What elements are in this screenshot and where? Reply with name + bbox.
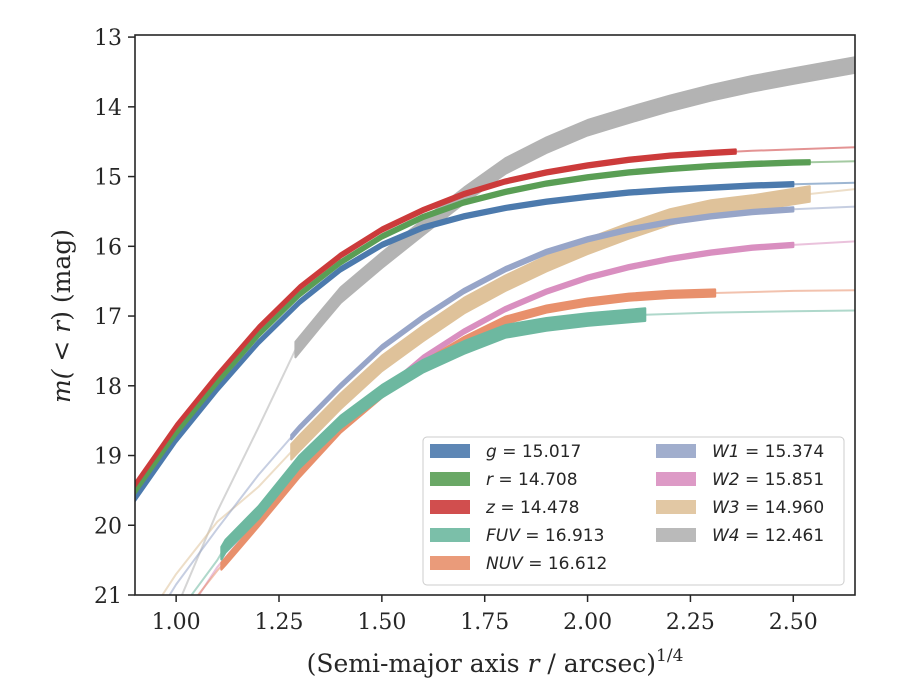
series-w4-measured-band bbox=[294, 56, 855, 359]
legend-label-fuv: FUV = 16.913 bbox=[486, 526, 604, 546]
legend-swatch-w1 bbox=[656, 444, 696, 458]
x-tick-label: 2.25 bbox=[666, 610, 715, 635]
y-tick-label: 15 bbox=[94, 166, 122, 191]
legend-swatch-z bbox=[430, 500, 470, 514]
x-tick-label: 1.00 bbox=[152, 610, 201, 635]
legend-label-w1: W1 = 15.374 bbox=[712, 442, 824, 462]
legend-label-w4: W4 = 12.461 bbox=[712, 526, 824, 546]
legend-swatch-w4 bbox=[656, 528, 696, 542]
y-tick-label: 14 bbox=[94, 96, 122, 121]
series-w4 bbox=[180, 56, 855, 595]
series-z bbox=[135, 146, 855, 488]
legend-entry-w4: W4 = 12.461 bbox=[656, 526, 824, 546]
legend: g = 15.017 r = 14.708 z = 14.478 FUV = 16.9… bbox=[422, 436, 845, 586]
y-tick-label: 18 bbox=[94, 375, 122, 400]
series-g bbox=[135, 181, 855, 502]
y-tick-label: 20 bbox=[94, 514, 122, 539]
legend-entry-w1: W1 = 15.374 bbox=[656, 442, 824, 462]
series-fuv-measured-band bbox=[220, 307, 647, 561]
legend-swatch-fuv bbox=[430, 528, 470, 542]
legend-label-z: z = 14.478 bbox=[485, 498, 579, 518]
x-tick-label: 1.50 bbox=[357, 610, 406, 635]
x-tick-label: 1.75 bbox=[460, 610, 509, 635]
legend-swatch-r bbox=[430, 472, 470, 486]
legend-entry-r: r = 14.708 bbox=[430, 470, 578, 490]
x-tick-label: 2.00 bbox=[563, 610, 612, 635]
legend-entry-z: z = 14.478 bbox=[430, 498, 579, 518]
y-tick-label: 13 bbox=[94, 26, 122, 51]
legend-entry-w3: W3 = 14.960 bbox=[656, 498, 824, 518]
x-tick-label: 2.50 bbox=[769, 610, 818, 635]
y-axis-ticks: 13 14 15 16 17 18 19 20 21 bbox=[94, 26, 135, 609]
legend-swatch-nuv bbox=[430, 556, 470, 570]
y-tick-label: 21 bbox=[94, 584, 122, 609]
legend-frame bbox=[422, 436, 845, 586]
x-axis-title: (Semi-major axis r / arcsec)1/4 bbox=[307, 646, 684, 678]
legend-label-w2: W2 = 15.851 bbox=[712, 470, 824, 490]
plot-frame bbox=[134, 34, 856, 596]
y-tick-label: 16 bbox=[94, 235, 122, 260]
y-tick-label: 19 bbox=[94, 445, 122, 470]
series-w4-model-line bbox=[180, 64, 855, 595]
x-axis-ticks: 1.00 1.25 1.50 1.75 2.00 2.25 2.50 bbox=[152, 595, 818, 635]
series-fuv bbox=[190, 307, 855, 595]
y-axis-title: m( < r) (mag) bbox=[47, 229, 76, 403]
legend-entry-fuv: FUV = 16.913 bbox=[430, 526, 604, 546]
legend-label-r: r = 14.708 bbox=[486, 470, 578, 490]
legend-entry-g: g = 15.017 bbox=[430, 442, 581, 462]
legend-label-w3: W3 = 14.960 bbox=[712, 498, 824, 518]
legend-label-g: g = 15.017 bbox=[486, 442, 581, 462]
growth-curves bbox=[135, 56, 855, 595]
legend-label-nuv: NUV = 16.612 bbox=[486, 554, 607, 574]
series-z-measured-band bbox=[135, 148, 737, 488]
legend-swatch-w3 bbox=[656, 500, 696, 514]
y-tick-label: 17 bbox=[94, 305, 122, 330]
x-tick-label: 1.25 bbox=[255, 610, 304, 635]
legend-swatch-g bbox=[430, 444, 470, 458]
legend-entry-nuv: NUV = 16.612 bbox=[430, 554, 607, 574]
series-w3-measured-band bbox=[290, 185, 811, 461]
series-w3 bbox=[161, 185, 855, 595]
series-w1-measured-band bbox=[290, 206, 795, 441]
legend-entry-w2: W2 = 15.851 bbox=[656, 470, 824, 490]
series-r bbox=[135, 159, 855, 495]
series-w1 bbox=[168, 205, 855, 595]
series-r-measured-band bbox=[135, 159, 811, 495]
legend-swatch-w2 bbox=[656, 472, 696, 486]
series-g-measured-band bbox=[135, 181, 795, 502]
